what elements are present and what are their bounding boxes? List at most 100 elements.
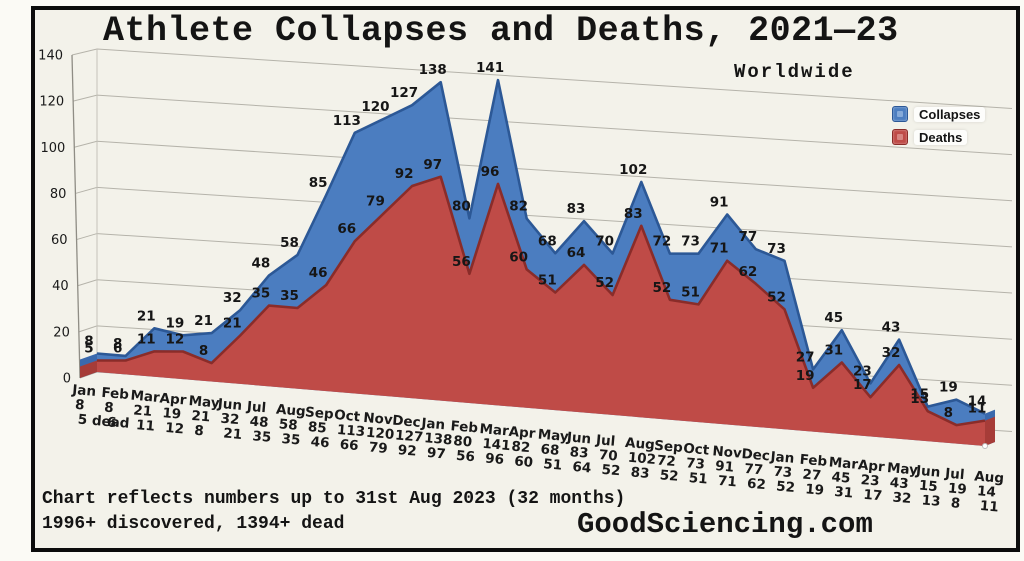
y-tick-label: 120 (39, 95, 64, 110)
value-label: 8 (84, 334, 93, 350)
value-label: 32 (882, 345, 901, 361)
value-label: 120 (361, 99, 389, 115)
value-label: 35 (251, 286, 270, 302)
legend-label-collapses: Collapses (914, 106, 986, 122)
value-label: 8 (944, 405, 953, 421)
value-label: 52 (653, 280, 672, 296)
value-label: 48 (251, 256, 270, 272)
value-label: 5 (84, 341, 93, 357)
value-label: 68 (538, 233, 557, 249)
footer-note-line1: Chart reflects numbers up to 31st Aug 20… (42, 489, 626, 509)
value-label: 17 (853, 377, 872, 393)
value-label: 14 (968, 394, 987, 410)
collapses-value-labels: 8 821 19 2132485885113120127138801418268837… (84, 60, 986, 410)
value-label: 66 (337, 221, 356, 237)
x-tick-label: Jul7052 (592, 432, 623, 479)
x-tick-label: Jul198 (941, 466, 968, 513)
value-label: 113 (333, 113, 361, 129)
y-tick-label: 40 (52, 279, 69, 294)
value-label: 80 (452, 198, 471, 214)
value-label: 19 (166, 315, 185, 331)
value-label: 6 (113, 341, 122, 357)
y-tick-label: 20 (53, 325, 70, 340)
x-tick-label: May6851 (535, 427, 570, 474)
value-label: 83 (624, 206, 643, 222)
value-label: 71 (710, 241, 729, 257)
value-label: 31 (824, 343, 843, 359)
value-label: 13 (910, 391, 929, 407)
y-axis-tick-labels: 0 20 40 60 80 100 120 140 (38, 49, 71, 387)
x-tick-label: Mar2111 (127, 388, 160, 435)
y-tick-label: 100 (40, 141, 65, 156)
x-tick-label: Jan85 dead (68, 382, 132, 432)
deaths-swatch-icon (892, 129, 908, 145)
value-label: 83 (567, 201, 586, 217)
value-label: 73 (767, 241, 786, 257)
value-label: 52 (767, 289, 786, 305)
value-label: 141 (476, 60, 504, 76)
value-label: 62 (738, 264, 757, 280)
value-label: 77 (738, 229, 757, 245)
x-tick-label: Jun3221 (214, 396, 245, 443)
x-tick-label: Aug5835 (273, 402, 306, 449)
value-label: 97 (423, 157, 442, 173)
value-label: 11 (968, 401, 987, 417)
baseline-corner-dot (982, 442, 988, 449)
x-tick-label: Mar14196 (477, 421, 513, 469)
value-label: 70 (595, 234, 614, 250)
footer-note-line2: 1996+ discovered, 1394+ dead (42, 514, 345, 534)
legend-label-deaths: Deaths (914, 129, 968, 145)
value-label: 82 (509, 199, 528, 215)
x-tick-label: Oct11366 (331, 407, 367, 455)
value-label: 56 (452, 254, 471, 270)
x-tick-label: Mar4531 (826, 454, 859, 501)
value-label: 8 (199, 343, 208, 359)
x-tick-label: Feb8056 (447, 418, 478, 465)
value-label: 15 (910, 387, 929, 403)
y-axis (71, 49, 98, 379)
y-tick-label: 140 (38, 49, 63, 64)
legend-item-collapses: Collapses (892, 106, 986, 122)
y-tick-label: 0 (63, 372, 71, 387)
value-label: 32 (223, 290, 242, 306)
legend-item-deaths: Deaths (892, 129, 985, 145)
value-label: 46 (309, 265, 328, 281)
collapses-swatch-icon (892, 106, 908, 122)
value-label: 45 (824, 310, 843, 326)
value-label: 27 (796, 349, 815, 365)
x-tick-label: Dec7762 (738, 446, 770, 493)
x-tick-label: Feb86 (98, 385, 129, 432)
chart-title: Athlete Collapses and Deaths, 2021—23 (103, 11, 899, 51)
x-tick-label: Jan13897 (417, 415, 454, 463)
x-tick-label: Dec12792 (389, 413, 425, 461)
value-label: 35 (280, 288, 299, 304)
value-label: 21 (194, 313, 213, 329)
x-tick-label: Nov9171 (709, 443, 742, 490)
value-label: 96 (481, 164, 500, 180)
value-label: 51 (538, 273, 557, 289)
value-label: 21 (137, 308, 156, 324)
x-tick-label: May4332 (884, 460, 919, 507)
value-label: 43 (882, 320, 901, 336)
brand-text: GoodSciencing.com (577, 508, 873, 541)
y-tick-label: 80 (50, 187, 67, 202)
value-label: 19 (796, 368, 815, 384)
x-tick-label: Apr2317 (855, 457, 886, 504)
x-tick-label: Apr8260 (506, 424, 537, 471)
value-label: 19 (939, 380, 958, 396)
value-label: 11 (137, 331, 156, 347)
value-label: 73 (681, 234, 700, 250)
value-label: 52 (595, 275, 614, 291)
y-tick-label: 60 (51, 233, 68, 248)
x-tick-label: Jun8364 (563, 429, 594, 476)
x-tick-label: Nov12079 (360, 410, 396, 458)
x-tick-label: Jul4835 (243, 399, 274, 446)
x-tick-label: Jun1513 (912, 463, 943, 510)
value-label: 58 (280, 235, 299, 251)
value-label: 8 (113, 336, 122, 352)
value-label: 79 (366, 194, 385, 210)
x-tick-label: Apr1912 (157, 390, 188, 437)
